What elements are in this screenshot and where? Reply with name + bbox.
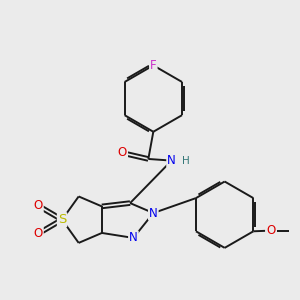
Text: F: F <box>150 59 157 72</box>
Text: N: N <box>129 231 138 244</box>
Text: S: S <box>58 213 66 226</box>
Text: O: O <box>34 199 43 212</box>
Text: H: H <box>182 156 189 166</box>
Text: O: O <box>266 224 275 237</box>
Text: N: N <box>167 154 176 167</box>
Text: O: O <box>34 227 43 240</box>
Text: O: O <box>118 146 127 160</box>
Text: N: N <box>149 206 158 220</box>
